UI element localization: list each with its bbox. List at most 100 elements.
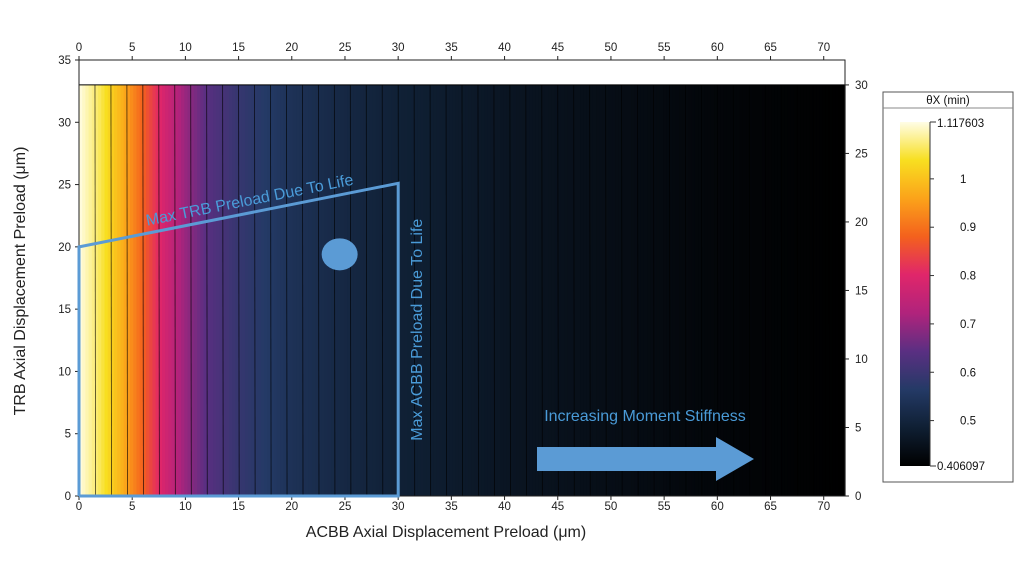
contour-line [174, 84, 176, 497]
heatmap-strip [554, 84, 559, 496]
heatmap-strip [835, 84, 840, 496]
x-tick-label: 70 [817, 501, 830, 513]
heatmap-strip [197, 84, 201, 496]
contour-line [828, 84, 831, 497]
heatmap-strip [832, 84, 837, 496]
increasing-stiffness-label: Increasing Moment Stiffness [544, 408, 746, 425]
heatmap-strip [305, 84, 310, 496]
heatmap-strip [516, 84, 521, 496]
heatmap-strip [624, 84, 629, 496]
heatmap-strip [481, 84, 485, 496]
heatmap-strip [462, 84, 466, 496]
heatmap-strip [216, 84, 221, 496]
heatmap-strip [276, 84, 281, 496]
heatmap-strip [385, 84, 390, 496]
contour-line [461, 84, 464, 497]
heatmap-strip [570, 84, 575, 496]
colorbar-title: θX (min) [926, 95, 970, 107]
heatmap-strip [822, 84, 827, 496]
heatmap-strip [206, 84, 211, 496]
colorbar-gradient [900, 122, 930, 466]
contour-line [541, 84, 543, 497]
y-right-tick-label: 20 [855, 217, 868, 229]
heatmap-strip [248, 84, 252, 496]
heatmap-strip [813, 84, 817, 496]
heatmap-strip [82, 84, 86, 496]
x-tick-label: 45 [551, 501, 564, 513]
heatmap-strip [299, 84, 304, 496]
y-tick-label: 20 [58, 242, 71, 254]
y-tick-label: 25 [58, 180, 71, 192]
heatmap-strip [133, 84, 138, 496]
x-top-tick-label: 20 [285, 42, 298, 54]
contour-line [732, 84, 735, 497]
heatmap-strip [714, 84, 718, 496]
heatmap-strip [643, 84, 648, 496]
heatmap-strip [666, 84, 671, 496]
x-tick-label: 0 [76, 501, 82, 513]
heatmap-strip [685, 84, 690, 496]
x-tick-label: 40 [498, 501, 511, 513]
heatmap-strip [752, 84, 757, 496]
heatmap-strip [219, 84, 224, 496]
heatmap-strip [567, 84, 572, 496]
heatmap-strip [161, 84, 166, 496]
heatmap-strip [414, 84, 418, 496]
heatmap-strip [717, 84, 722, 496]
heatmap-strip [79, 84, 83, 496]
heatmap-strip [519, 84, 524, 496]
heatmap-strip [551, 84, 556, 496]
colorbar-ticks: 1 0.9 0.8 0.7 0.6 0.5 [930, 121, 976, 467]
heatmap-strip [168, 84, 173, 496]
heatmap-strip [548, 84, 552, 496]
heatmap-strip [433, 84, 438, 496]
heatmap-strip [471, 84, 476, 496]
y-right-tick-label: 25 [855, 148, 868, 160]
heatmap-strip [493, 84, 498, 496]
heatmap-strip [280, 84, 284, 496]
heatmap-strip [171, 84, 176, 496]
heatmap-strip [375, 84, 380, 496]
y-right-tick-label: 30 [855, 80, 868, 92]
heatmap-strip [407, 84, 412, 496]
heatmap-strip [260, 84, 265, 496]
heatmap-strip [701, 84, 706, 496]
contour-line [222, 84, 224, 497]
heatmap-strip [509, 84, 514, 496]
heatmap-strip [602, 84, 607, 496]
heatmap-strip [232, 84, 236, 496]
heatmap-strip [213, 84, 217, 496]
y-right-tick-label: 15 [855, 285, 868, 297]
heatmap-strip [446, 84, 450, 496]
x-tick-label: 15 [232, 501, 245, 513]
x-tick-label: 20 [285, 501, 298, 513]
heatmap-strip [825, 84, 830, 496]
contour-line [349, 84, 352, 497]
heatmap-strip [580, 84, 584, 496]
heatmap-strip [487, 84, 492, 496]
max-acbb-annotation: Max ACBB Preload Due To Life [409, 219, 426, 441]
heatmap-strip [391, 84, 396, 496]
contour-line [302, 84, 304, 497]
contour-line [381, 84, 384, 497]
heatmap-strip [251, 84, 256, 496]
contour-line [445, 84, 448, 497]
contour-line [637, 84, 639, 497]
x-tick-label: 55 [658, 501, 671, 513]
heatmap-strip [774, 84, 779, 496]
heatmap-strip [184, 84, 189, 496]
heatmap-strip [318, 84, 323, 496]
x-top-tick-label: 30 [392, 42, 405, 54]
increasing-stiffness-arrow [537, 437, 754, 481]
contour-line [780, 84, 783, 497]
heatmap-strip [235, 84, 240, 496]
heatmap-strip [126, 84, 131, 496]
heatmap-strip [308, 84, 313, 496]
heatmap-strip [315, 84, 319, 496]
heatmap-strip [155, 84, 160, 496]
heatmap-strip [158, 84, 163, 496]
heatmap-strip [229, 84, 233, 496]
heatmap-strip [200, 84, 205, 496]
x-top-tick-label: 40 [498, 42, 511, 54]
heatmap-strip [254, 84, 259, 496]
